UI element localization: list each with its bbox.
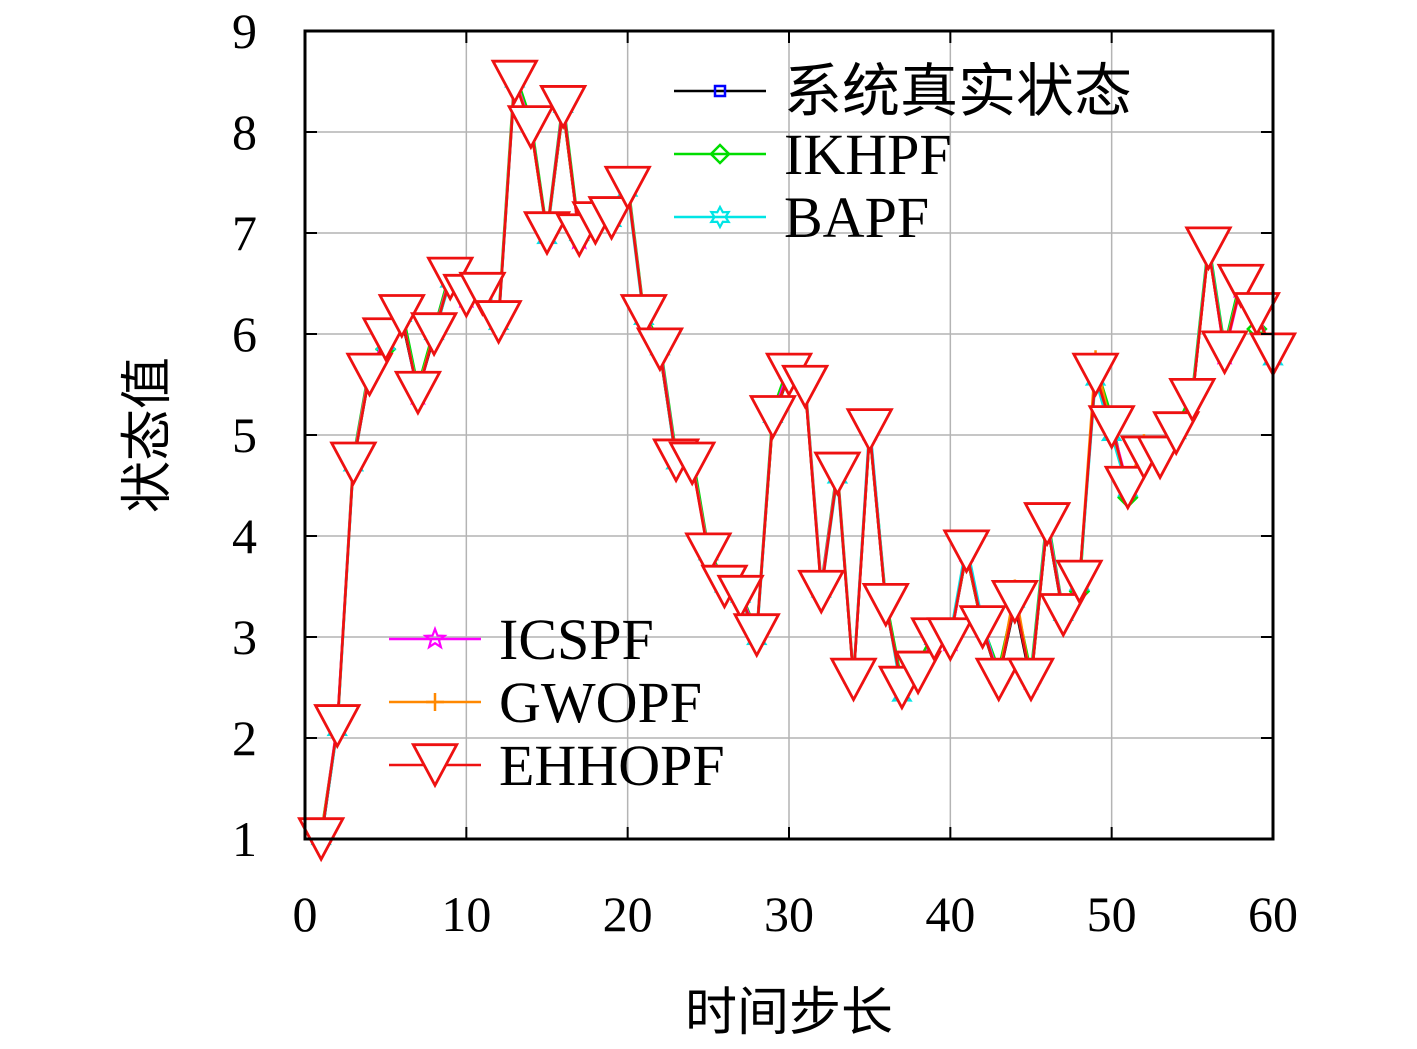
- marker-triangle-down: [668, 441, 717, 487]
- marker-pentagram: [422, 625, 448, 650]
- marker-diamond: [709, 143, 731, 165]
- x-tick-label: 30: [764, 886, 814, 942]
- y-axis-title: 状态值: [118, 357, 178, 513]
- marker-hexagram: [709, 204, 731, 230]
- legend-entry-5: EHHOPF: [389, 733, 725, 798]
- marker-triangle-down: [313, 704, 362, 750]
- marker-triangle-down: [732, 613, 781, 659]
- y-tick-label: 5: [232, 407, 257, 463]
- marker-triangle-down: [409, 312, 459, 358]
- marker-triangle-down: [1103, 465, 1152, 511]
- marker-triangle-down: [1152, 411, 1201, 457]
- marker-triangle-down: [748, 395, 797, 441]
- marker-triangle-down: [410, 743, 460, 789]
- marker-square: [713, 84, 727, 98]
- marker-triangle-down: [603, 165, 652, 211]
- marker-triangle-down: [345, 352, 394, 398]
- marker-triangle-down: [393, 370, 443, 416]
- marker-triangle-down: [1039, 593, 1088, 639]
- marker-triangle-down: [619, 294, 668, 340]
- marker-triangle-down: [781, 364, 830, 410]
- marker-triangle-down: [1071, 352, 1120, 398]
- x-tick-label: 40: [925, 886, 975, 942]
- y-tick-label: 8: [232, 104, 257, 160]
- marker-triangle-down: [635, 327, 685, 373]
- marker-triangle-down: [1200, 330, 1249, 376]
- marker-triangle-down: [990, 579, 1039, 625]
- marker-triangle-down: [1135, 435, 1185, 481]
- marker-triangle-down: [474, 300, 523, 346]
- legend-label: ICSPF: [499, 607, 654, 672]
- y-tick-label: 9: [232, 3, 257, 59]
- marker-plus: [426, 693, 444, 711]
- marker-triangle-down: [942, 529, 991, 575]
- y-tick-label: 2: [232, 710, 257, 766]
- x-tick-label: 10: [441, 886, 491, 942]
- legend-entry-1: IKHPF: [674, 122, 952, 187]
- marker-triangle-down: [797, 569, 846, 615]
- x-axis-title: 时间步长: [685, 983, 893, 1043]
- marker-triangle-down: [490, 59, 539, 105]
- x-tick-label: 50: [1087, 886, 1137, 942]
- y-tick-label: 6: [232, 306, 257, 362]
- marker-triangle-down: [1087, 405, 1136, 451]
- series-layer: [297, 59, 1298, 863]
- marker-triangle-down: [458, 271, 507, 317]
- marker-triangle-down: [1055, 559, 1104, 605]
- y-tick-label: 1: [232, 811, 257, 867]
- marker-triangle-down: [1232, 292, 1281, 338]
- legend-label: BAPF: [784, 185, 929, 250]
- ticks: 0 10 20 30 40 50 60 1 2 3 4 5 6 7 8 9: [232, 3, 1298, 942]
- marker-triangle-down: [1168, 377, 1217, 423]
- marker-triangle-down: [829, 657, 878, 703]
- x-tick-label: 60: [1248, 886, 1298, 942]
- legend-label: IKHPF: [784, 122, 952, 187]
- marker-triangle-down: [1006, 657, 1056, 703]
- marker-triangle-down: [958, 605, 1007, 651]
- marker-triangle-down: [329, 441, 378, 487]
- y-tick-label: 3: [232, 609, 257, 665]
- marker-triangle-down: [716, 574, 765, 620]
- marker-triangle-down: [1216, 263, 1265, 309]
- marker-triangle-down: [926, 617, 975, 663]
- legend-entry-2: BAPF: [674, 185, 929, 250]
- marker-triangle-down: [1023, 502, 1072, 548]
- y-tick-label: 4: [232, 508, 257, 564]
- legend-label: EHHOPF: [499, 733, 725, 798]
- legend-entry-4: GWOPF: [389, 670, 702, 735]
- marker-triangle-down: [684, 532, 733, 578]
- marker-triangle-down: [861, 582, 910, 628]
- series-5: [297, 59, 1298, 863]
- marker-triangle-down: [522, 211, 572, 257]
- marker-triangle-down: [813, 451, 862, 497]
- marker-triangle-down: [1184, 226, 1233, 272]
- legend-label: 系统真实状态: [784, 59, 1132, 124]
- marker-triangle-down: [893, 650, 943, 696]
- legend-entry-3: ICSPF: [389, 607, 654, 672]
- marker-triangle-down: [587, 196, 636, 242]
- legend-label: GWOPF: [499, 670, 702, 735]
- x-tick-label: 20: [603, 886, 653, 942]
- marker-triangle-down: [845, 408, 894, 454]
- marker-triangle-down: [539, 85, 588, 131]
- legend-entry-0: 系统真实状态: [674, 59, 1132, 124]
- marker-triangle-down: [506, 105, 555, 151]
- y-tick-label: 7: [232, 205, 257, 261]
- marker-triangle-down: [974, 657, 1023, 703]
- x-tick-label: 0: [293, 886, 318, 942]
